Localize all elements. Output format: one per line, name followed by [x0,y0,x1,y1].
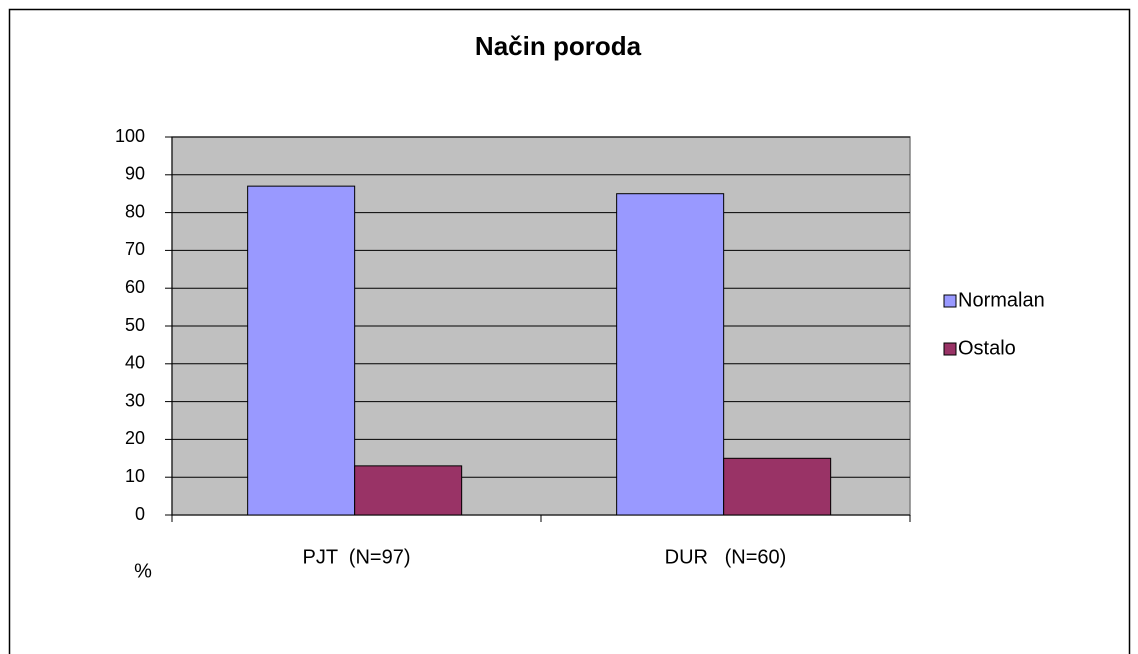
y-tick-label: 60 [125,277,145,297]
legend-swatch [943,294,957,308]
y-tick-label: 0 [135,504,145,524]
bar [723,457,832,516]
y-tick-label: 90 [125,164,145,184]
y-tick-label: 30 [125,390,145,410]
y-tick-label: 20 [125,428,145,448]
legend-swatch [943,342,957,356]
y-tick-label: 40 [125,353,145,373]
bar [354,465,463,516]
x-tick-label: DUR (N=60) [665,546,787,568]
y-axis-label: % [134,560,152,582]
y-tick-label: 70 [125,239,145,259]
bar [247,185,356,516]
bar [616,193,725,516]
legend-label: Ostalo [958,337,1016,359]
y-tick-label: 10 [125,466,145,486]
y-tick-label: 80 [125,201,145,221]
y-tick-label: 100 [115,126,145,146]
y-tick-label: 50 [125,315,145,335]
chart-title: Način poroda [475,31,642,61]
legend-label: Normalan [958,289,1045,311]
x-tick-label: PJT (N=97) [303,546,411,568]
